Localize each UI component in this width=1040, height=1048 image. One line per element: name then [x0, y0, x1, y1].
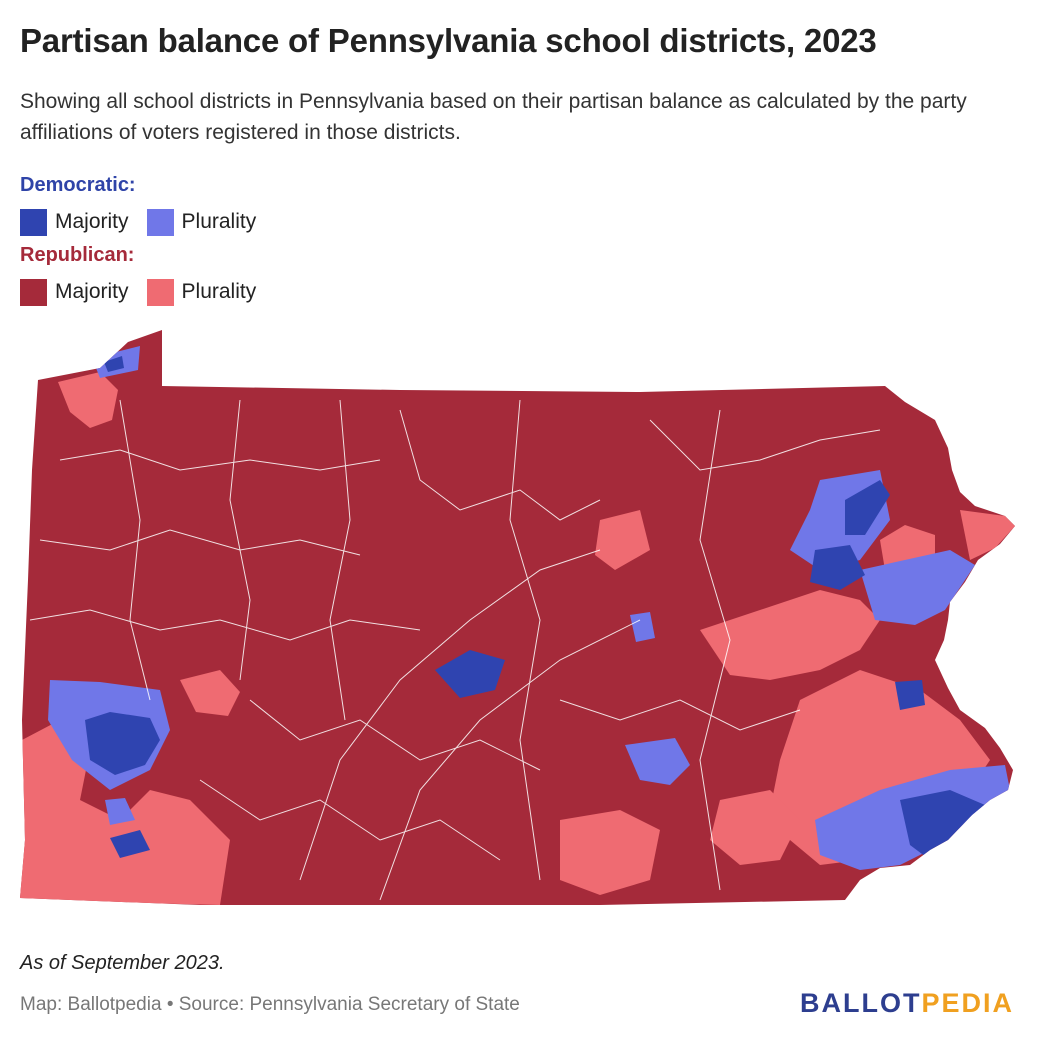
map-note: As of September 2023.: [20, 952, 225, 974]
region-rep-plurality-south-central: [560, 810, 660, 895]
swatch-dem-plurality: [146, 208, 174, 236]
region-rep-plurality-york: [710, 790, 800, 865]
legend-row-republican: Majority Plurality: [20, 272, 274, 312]
region-dem-majority-scranton-north: [845, 480, 890, 535]
region-rep-plurality-lehigh: [700, 590, 880, 680]
legend-heading-democratic: Democratic:: [20, 174, 136, 196]
region-dem-plurality-greene: [105, 798, 135, 825]
region-dem-majority-uniontown: [110, 830, 150, 858]
map-subtitle: Showing all school districts in Pennsylv…: [20, 90, 967, 144]
swatch-rep-plurality: [146, 278, 174, 306]
legend-item-dem-plurality: Plurality: [146, 208, 257, 236]
district-boundaries: [29, 399, 881, 901]
region-dem-plurality-monroe: [860, 550, 975, 625]
region-dem-majority-allentown: [895, 680, 925, 710]
legend-item-rep-majority: Majority: [20, 278, 129, 306]
legend: Democratic: Majority Plurality Republica…: [20, 172, 274, 312]
legend-heading-republican: Republican:: [20, 244, 135, 266]
region-rep-plurality-poconos: [960, 510, 1015, 560]
logo-part-ballot: BALLOT: [799, 988, 922, 1018]
state-outline: [20, 330, 1015, 905]
legend-label-rep-plurality: Plurality: [181, 280, 257, 303]
map-svg: [20, 330, 1015, 905]
region-rep-plurality-north: [595, 510, 650, 570]
region-rep-plurality-west-central: [180, 670, 240, 716]
legend-label-dem-plurality: Plurality: [181, 210, 257, 233]
region-rep-plurality-southwest: [20, 720, 230, 905]
map-title: Partisan balance of Pennsylvania school …: [20, 22, 877, 59]
swatch-rep-majority: [20, 278, 47, 306]
ballotpedia-logo: BALLOTPEDIA: [800, 988, 1014, 1019]
legend-label-dem-majority: Majority: [55, 210, 129, 233]
pennsylvania-map: [0, 320, 1040, 920]
region-dem-majority-pittsburgh: [85, 712, 160, 775]
region-dem-majority-state-college: [435, 650, 505, 698]
legend-item-rep-plurality: Plurality: [146, 278, 257, 306]
legend-row-democratic: Majority Plurality: [20, 202, 274, 242]
swatch-dem-majority: [20, 208, 47, 236]
region-dem-majority-erie: [104, 356, 124, 372]
legend-label-rep-majority: Majority: [55, 280, 129, 303]
region-dem-plurality-harrisburg: [625, 738, 690, 785]
region-dem-plurality-williamsport: [630, 612, 655, 642]
legend-item-dem-majority: Majority: [20, 208, 129, 236]
logo-part-pedia: PEDIA: [921, 988, 1014, 1018]
region-dem-majority-philadelphia: [900, 790, 985, 860]
region-rep-plurality-erie: [58, 372, 118, 428]
map-footer: Map: Ballotpedia • Source: Pennsylvania …: [20, 994, 520, 1015]
region-dem-majority-scranton: [810, 545, 865, 590]
